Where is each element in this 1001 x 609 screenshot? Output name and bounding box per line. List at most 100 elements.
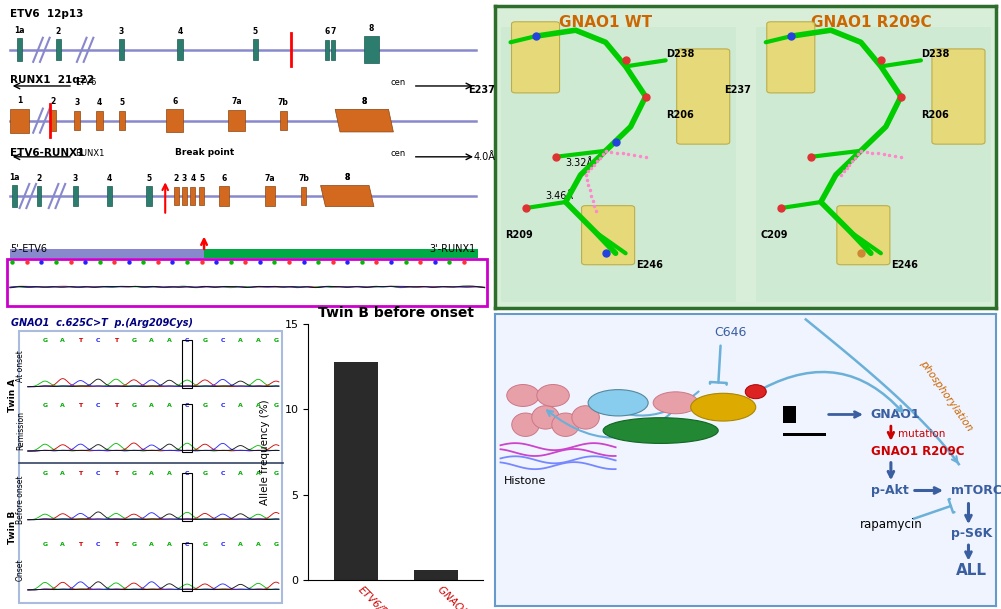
Text: K43Ac: K43Ac — [659, 398, 693, 408]
Text: G: G — [202, 339, 207, 343]
Text: C: C — [220, 471, 225, 476]
Text: C: C — [96, 471, 100, 476]
Bar — [17, 38, 22, 61]
Text: C: C — [220, 541, 225, 547]
Text: Histone: Histone — [505, 476, 547, 486]
Text: Break point: Break point — [175, 148, 234, 157]
Bar — [340, 110, 388, 132]
Text: A: A — [256, 403, 260, 408]
Text: 2: 2 — [174, 174, 179, 183]
Text: TF IID: TF IID — [601, 398, 636, 408]
Text: 2: 2 — [56, 27, 61, 36]
Ellipse shape — [603, 418, 719, 443]
Text: C: C — [185, 471, 189, 476]
Bar — [182, 187, 187, 205]
Text: 7b: 7b — [278, 98, 289, 107]
Text: 2: 2 — [50, 97, 55, 107]
Text: G: G — [273, 339, 278, 343]
Text: 3.46Å: 3.46Å — [546, 191, 574, 201]
Text: p-S6K: p-S6K — [951, 527, 992, 540]
Text: Ac: Ac — [516, 390, 531, 401]
Text: mutation: mutation — [899, 429, 946, 439]
Text: 5'-ETV6: 5'-ETV6 — [10, 244, 47, 254]
Ellipse shape — [653, 392, 699, 414]
Text: G: G — [42, 541, 47, 547]
Bar — [10, 248, 204, 258]
Bar — [107, 186, 112, 206]
Text: 5: 5 — [120, 98, 125, 107]
Bar — [119, 39, 124, 60]
Text: RUNX1: RUNX1 — [75, 149, 105, 158]
FancyBboxPatch shape — [932, 49, 985, 144]
Bar — [119, 111, 125, 130]
Text: 3: 3 — [74, 98, 80, 107]
Text: 3: 3 — [119, 27, 124, 36]
Text: C: C — [185, 541, 189, 547]
Ellipse shape — [532, 406, 560, 429]
Bar — [325, 40, 329, 60]
Bar — [174, 187, 179, 205]
Text: Onset: Onset — [16, 558, 25, 580]
Text: 7b: 7b — [298, 174, 309, 183]
Text: D238: D238 — [666, 49, 694, 59]
Text: A: A — [149, 541, 154, 547]
Text: C: C — [220, 403, 225, 408]
Text: 8: 8 — [361, 97, 367, 106]
Text: R206: R206 — [921, 110, 949, 119]
Bar — [280, 111, 286, 130]
Text: GNAO1 WT: GNAO1 WT — [559, 15, 653, 30]
Text: R209: R209 — [506, 230, 534, 240]
Text: A: A — [256, 471, 260, 476]
Text: Before onset: Before onset — [16, 475, 25, 524]
Text: Remission: Remission — [16, 411, 25, 450]
Text: A: A — [167, 471, 172, 476]
Y-axis label: Allele frequency (%): Allele frequency (%) — [260, 399, 270, 505]
FancyBboxPatch shape — [767, 22, 815, 93]
Text: A: A — [60, 471, 65, 476]
Text: mTORC1: mTORC1 — [951, 484, 1001, 497]
Text: A: A — [256, 339, 260, 343]
Text: ETV6  12p13: ETV6 12p13 — [10, 9, 83, 19]
Text: 4: 4 — [190, 174, 195, 183]
Text: cen: cen — [391, 149, 406, 158]
Text: G: G — [42, 339, 47, 343]
Text: E237: E237 — [468, 85, 495, 96]
Text: 5: 5 — [146, 174, 151, 183]
Ellipse shape — [552, 413, 580, 437]
Text: C646: C646 — [715, 326, 747, 339]
Text: A: A — [60, 339, 65, 343]
Bar — [12, 186, 17, 206]
Text: 4: 4 — [97, 98, 102, 107]
Bar — [190, 187, 195, 205]
Text: A: A — [167, 339, 172, 343]
Text: T: T — [78, 339, 82, 343]
Text: rapamycin: rapamycin — [860, 518, 922, 530]
Text: G: G — [131, 339, 136, 343]
Text: 8: 8 — [361, 97, 367, 106]
Text: G: G — [273, 541, 278, 547]
Text: GNAO1: GNAO1 — [871, 408, 921, 421]
Text: 7: 7 — [330, 27, 336, 37]
Text: G: G — [273, 471, 278, 476]
Ellipse shape — [537, 384, 570, 406]
Bar — [182, 543, 192, 591]
Text: D238: D238 — [921, 49, 949, 59]
Bar — [783, 406, 796, 423]
Text: A: A — [60, 403, 65, 408]
Text: G: G — [42, 403, 47, 408]
Text: C: C — [220, 339, 225, 343]
Bar — [177, 39, 183, 60]
Text: 6: 6 — [324, 27, 330, 37]
Bar — [334, 362, 378, 580]
Ellipse shape — [572, 406, 600, 429]
Text: 7a: 7a — [231, 97, 242, 107]
Text: p-Akt: p-Akt — [871, 484, 909, 497]
Text: T: T — [114, 541, 118, 547]
Text: E237: E237 — [724, 85, 751, 96]
Text: A: A — [167, 541, 172, 547]
Ellipse shape — [507, 384, 540, 406]
Text: A: A — [238, 471, 243, 476]
Text: p300: p300 — [704, 401, 738, 414]
Text: T: T — [78, 403, 82, 408]
Text: A: A — [238, 403, 243, 408]
